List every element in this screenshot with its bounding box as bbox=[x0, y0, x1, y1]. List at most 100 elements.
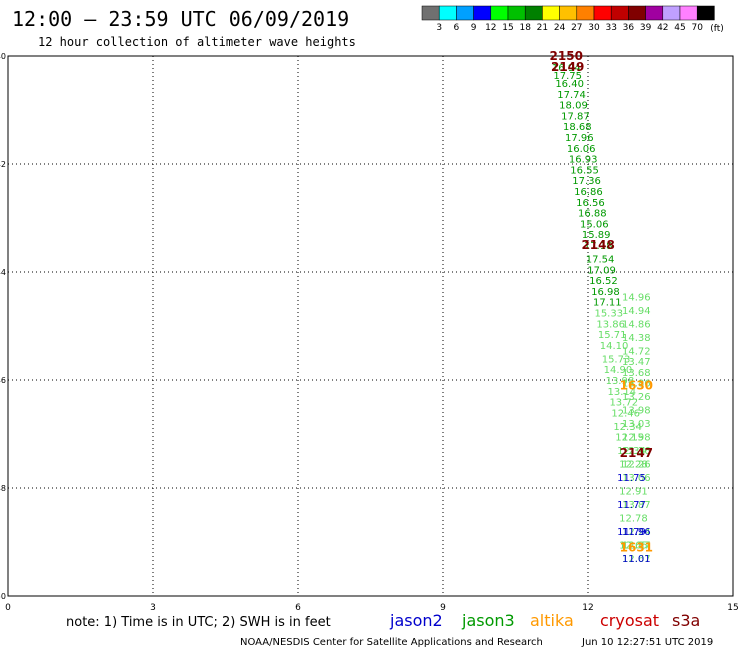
x-tick-label: 0 bbox=[5, 603, 11, 613]
wave-height-label: 16.06 bbox=[567, 144, 596, 155]
colorbar-tick-label: 27 bbox=[571, 23, 582, 33]
wave-height-label: 14.86 bbox=[622, 319, 651, 330]
wave-height-label: 15.71 bbox=[598, 330, 627, 341]
wave-height-label: 12.98 bbox=[622, 433, 651, 444]
colorbar-swatch bbox=[473, 5, 492, 21]
legend-item-jason2: jason2 bbox=[389, 611, 443, 630]
colorbar-swatch bbox=[490, 5, 509, 21]
legend-item-altika: altika bbox=[530, 611, 574, 630]
wave-height-label: 13.87 bbox=[622, 500, 651, 511]
wave-height-label: 12.67 bbox=[622, 554, 651, 565]
wave-height-label: 15.33 bbox=[594, 309, 623, 320]
axes: 0 3 6 9 12 15 -40 -42 -44 -46 -48 -50 bbox=[0, 52, 739, 613]
wave-height-label: 16.86 bbox=[574, 187, 603, 198]
pass-number-label: 2148 bbox=[581, 238, 614, 252]
colorbar-swatch bbox=[696, 5, 715, 21]
y-tick-label: -40 bbox=[0, 52, 6, 61]
grid bbox=[8, 56, 733, 596]
colorbar-swatch bbox=[662, 5, 681, 21]
wave-height-label: 12.91 bbox=[619, 487, 648, 498]
pass-number-label: 2147 bbox=[620, 446, 653, 460]
x-tick-label: 6 bbox=[295, 603, 301, 613]
wave-height-label: 17.09 bbox=[587, 265, 616, 276]
colorbar-swatch bbox=[576, 5, 595, 21]
chart-title: 12:00 – 23:59 UTC 06/09/2019 bbox=[12, 7, 349, 31]
wave-height-label: 13.03 bbox=[622, 419, 651, 430]
wave-height-label: 17.11 bbox=[593, 298, 622, 309]
wave-height-label: 16.94 bbox=[552, 63, 581, 74]
wave-height-label: 13.06 bbox=[622, 473, 651, 484]
colorbar-swatch bbox=[438, 5, 457, 21]
wave-height-label: 16.98 bbox=[591, 287, 620, 298]
legend-item-jason3: jason3 bbox=[461, 611, 515, 630]
wave-height-label: 12.87 bbox=[622, 541, 651, 552]
pass-number-label: 2149 bbox=[551, 60, 584, 74]
wave-height-label: 14.90 bbox=[604, 365, 633, 376]
colorbar-tick-label: 45 bbox=[674, 23, 685, 33]
wave-height-label: 14.72 bbox=[622, 346, 651, 357]
footer-note: note: 1) Time is in UTC; 2) SWH is in fe… bbox=[66, 615, 331, 630]
y-tick-label: -44 bbox=[0, 268, 6, 277]
wave-height-label: 12.34 bbox=[617, 446, 646, 457]
wave-height-label: 13.98 bbox=[606, 376, 635, 387]
colorbar-swatch bbox=[679, 5, 698, 21]
wave-height-label: 17.87 bbox=[561, 111, 590, 122]
wave-height-label: 16.40 bbox=[555, 79, 584, 90]
wave-height-label: 12.65 bbox=[619, 541, 648, 552]
wave-height-label: 16.52 bbox=[589, 276, 618, 287]
wave-height-label: 12.15 bbox=[615, 433, 644, 444]
y-tick-label: -42 bbox=[0, 160, 6, 169]
wave-height-label: 13.47 bbox=[622, 357, 651, 368]
footer-credit: NOAA/NESDIS Center for Satellite Applica… bbox=[240, 637, 543, 648]
colorbar-tick-label: 6 bbox=[454, 23, 460, 33]
legend-item-s3a: s3a bbox=[672, 611, 700, 630]
wave-height-label: 14.10 bbox=[600, 341, 629, 352]
wave-height-label: 12.26 bbox=[622, 460, 651, 471]
x-tick-label: 12 bbox=[582, 603, 593, 613]
y-tick-label: -46 bbox=[0, 376, 6, 385]
colorbar-swatch bbox=[542, 5, 560, 21]
colorbar-swatch bbox=[645, 5, 664, 21]
wave-height-label: 14.94 bbox=[622, 306, 651, 317]
wave-height-label: 17.75 bbox=[553, 71, 582, 82]
colorbar-swatch bbox=[593, 5, 612, 21]
wave-height-label: 18.09 bbox=[559, 101, 588, 112]
wave-height-label: 17.96 bbox=[565, 133, 594, 144]
colorbar-swatch bbox=[610, 5, 629, 21]
plot-frame bbox=[7, 55, 734, 597]
pass-number-label: 2150 bbox=[550, 49, 583, 63]
colorbar-tick-label: 36 bbox=[623, 23, 635, 33]
wave-height-label: 13.26 bbox=[622, 392, 651, 403]
colorbar-tick-label: 9 bbox=[471, 23, 477, 33]
colorbar-swatch bbox=[456, 5, 474, 21]
wave-height-label: 12.78 bbox=[619, 514, 648, 525]
colorbar-swatch bbox=[524, 5, 543, 21]
pass-number-label: 1631 bbox=[620, 540, 653, 554]
colorbar-tick-label: 39 bbox=[640, 23, 652, 33]
wave-height-label: 11.79 bbox=[617, 527, 646, 538]
wave-height-label: 18.68 bbox=[563, 122, 592, 133]
colorbar-swatch bbox=[628, 5, 646, 21]
wave-height-label: 15.73 bbox=[602, 354, 631, 365]
wave-height-label: 15.89 bbox=[582, 230, 611, 241]
wave-height-label: 12.24 bbox=[622, 527, 651, 538]
wave-height-label: 12.28 bbox=[619, 460, 648, 471]
wave-height-label: 17.18 bbox=[584, 241, 613, 252]
data-labels: 16.9417.7516.4017.7418.0917.8718.6817.96… bbox=[550, 49, 653, 565]
wave-height-label: 14.96 bbox=[622, 292, 651, 303]
colorbar-tick-label: 42 bbox=[657, 23, 668, 33]
wave-height-label: 11.77 bbox=[617, 500, 646, 511]
wave-height-label: 16.93 bbox=[569, 155, 598, 166]
wave-height-label: 15.06 bbox=[580, 219, 609, 230]
chart-subtitle: 12 hour collection of altimeter wave hei… bbox=[38, 35, 356, 49]
footer-timestamp: Jun 10 12:27:51 UTC 2019 bbox=[581, 637, 713, 648]
wave-height-label: 17.54 bbox=[586, 255, 615, 266]
wave-height-label: 13.68 bbox=[622, 368, 651, 379]
wave-height-label: 14.38 bbox=[622, 333, 651, 344]
wave-height-label: 12.34 bbox=[613, 422, 642, 433]
wave-height-label: 13.72 bbox=[609, 398, 638, 409]
wave-height-label: 13.86 bbox=[596, 319, 625, 330]
wave-height-label: 16.88 bbox=[578, 209, 607, 220]
wave-height-label: 17.74 bbox=[557, 90, 586, 101]
x-tick-label: 15 bbox=[727, 603, 738, 613]
